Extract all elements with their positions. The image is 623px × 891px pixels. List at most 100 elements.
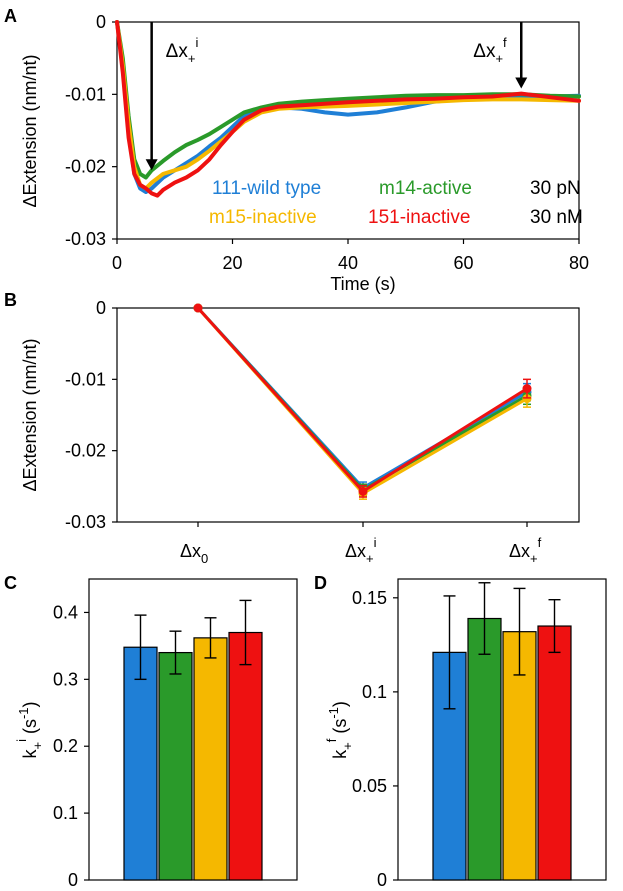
panel-b-x-tick-sub: 0 xyxy=(201,551,208,566)
arrow-label-main: Δx xyxy=(473,41,496,62)
panel-a-series-151-inactive xyxy=(115,20,581,198)
arrow-label-sub: + xyxy=(188,51,196,66)
panel-b-x-ticks: Δx0 Δx+i Δx+f xyxy=(180,522,542,566)
panel-label-a: A xyxy=(4,6,17,26)
panel-d-y-label-sub: + xyxy=(340,742,355,750)
panel-c-y-tick-label: 0.2 xyxy=(53,736,78,756)
arrow-label-x-i: Δx+i xyxy=(166,35,199,66)
legend-m15-inactive: m15-inactive xyxy=(209,207,317,228)
panel-d-y-tick-label: 0.05 xyxy=(352,776,387,796)
panel-c-y-label-unit-close: ) xyxy=(20,701,40,707)
panel-b-x-tick-sub: + xyxy=(366,551,374,566)
panel-b-line-m15-inactive xyxy=(196,307,528,496)
panel-b-y-tick-label: -0.02 xyxy=(65,441,106,461)
condition-force: 30 pN xyxy=(530,178,581,199)
panel-a-x-tick-label: 80 xyxy=(569,253,589,273)
panel-b-x-tick-main: Δx xyxy=(180,541,201,561)
panel-a-y-label: ΔExtension (nm/nt) xyxy=(20,54,40,207)
panel-c-bar-m14-active xyxy=(158,651,193,881)
panel-a-time-trace: 0-0.01-0.02-0.03 0 20 40 60 80 Δx+i Δx+f Time… xyxy=(20,12,589,294)
panel-c-y-tick-label: 0.1 xyxy=(53,803,78,823)
panel-d-y-tick-label: 0 xyxy=(377,870,387,890)
panel-a-y-tick-label: -0.02 xyxy=(65,157,106,177)
panel-b-x-tick-label-x0: Δx0 xyxy=(180,541,208,566)
panel-b-y-tick-label: -0.03 xyxy=(65,512,106,532)
panel-c-bar-m15-inactive xyxy=(193,637,228,881)
panel-label-b: B xyxy=(4,290,17,310)
panel-b-series-m15-inactive xyxy=(193,303,532,500)
arrow-x-i-head xyxy=(145,159,158,171)
arrow-label-x-f: Δx+f xyxy=(473,35,507,66)
panel-b-y-tick-label: 0 xyxy=(96,298,106,318)
arrow-label-sup: f xyxy=(503,35,507,50)
panel-a-x-label: Time (s) xyxy=(330,274,395,294)
panel-d-y-label-main: k xyxy=(330,749,350,759)
panel-b-point xyxy=(358,486,368,496)
condition-concentration: 30 nM xyxy=(530,207,583,228)
panel-b-series-151-inactive xyxy=(193,303,532,498)
panel-a-arrows: Δx+i Δx+f xyxy=(145,22,528,171)
panel-b-line-m14-active xyxy=(196,306,528,492)
arrow-label-main: Δx xyxy=(166,41,189,62)
panel-b-x-tick-main: Δx xyxy=(509,541,530,561)
panel-d-bars: 0 0.05 0.1 0.15 k+f (s-1) xyxy=(324,578,607,890)
panel-a-y-ticks: 0 -0.01 -0.02 -0.03 xyxy=(65,12,117,249)
panel-c-y-label-unit: (s xyxy=(20,719,40,739)
panel-d-y-label: k+f (s-1) xyxy=(324,701,355,759)
panel-d-y-tick-label: 0.15 xyxy=(352,588,387,608)
panel-d-frame xyxy=(397,578,607,881)
panel-c-frame xyxy=(88,578,298,881)
panel-b-y-label: ΔExtension (nm/nt) xyxy=(20,338,40,491)
legend-m14-active: m14-active xyxy=(379,178,472,199)
arrow-label-sup: i xyxy=(195,35,198,50)
panel-a-series-m14-active xyxy=(115,20,581,180)
panel-b-series xyxy=(193,303,532,500)
panel-a-x-tick-label: 0 xyxy=(112,253,122,273)
panel-a-y-tick-label: -0.01 xyxy=(65,84,106,104)
panel-c-y-label-sub: + xyxy=(30,742,45,750)
panel-c-y-label: k+i (s-1) xyxy=(14,701,45,758)
arrow-label-sub: + xyxy=(495,51,503,66)
panel-b-series-111-wild-type xyxy=(193,303,532,495)
panel-b-x-tick-label-x-i: Δx+i xyxy=(345,535,377,566)
panel-b-x-tick-main: Δx xyxy=(345,541,366,561)
panel-c-y-label-sup: i xyxy=(14,739,29,742)
panel-a-x-ticks: 0 20 40 60 80 xyxy=(112,239,589,273)
panel-label-d: D xyxy=(314,573,327,593)
panel-b-x-tick-sub: + xyxy=(530,551,538,566)
panel-d-y-label-unit-close: ) xyxy=(330,701,350,707)
legend-111-wild-type: 111-wild type xyxy=(212,178,321,199)
panel-c-y-label-unit-sup: -1 xyxy=(16,707,31,719)
panel-d-bar-151-inactive xyxy=(537,625,572,881)
panel-b-line-111-wild-type xyxy=(196,306,528,490)
arrow-x-f-head xyxy=(515,77,528,89)
panel-a-x-tick-label: 40 xyxy=(338,253,358,273)
panel-a-y-tick-label: 0 xyxy=(96,12,106,32)
panel-b-x-tick-sup: f xyxy=(538,535,542,550)
panel-d-y-label-unit-sup: -1 xyxy=(326,707,341,719)
legend-151-inactive: 151-inactive xyxy=(368,207,470,228)
panel-d-series xyxy=(432,582,572,881)
panel-d-y-ticks: 0 0.05 0.1 0.15 xyxy=(352,588,398,890)
panel-c-y-tick-label: 0 xyxy=(68,870,78,890)
panel-d-bar-m14-active xyxy=(467,617,502,881)
panel-c-bars: 0 0.1 0.2 0.3 0.4 k+i (s-1) xyxy=(14,578,298,890)
panel-d-y-tick-label: 0.1 xyxy=(362,682,387,702)
panel-b-point xyxy=(193,303,203,313)
panel-b-frame xyxy=(116,307,580,523)
panel-b-y-tick-label: -0.01 xyxy=(65,369,106,389)
panel-b-x-tick-sup: i xyxy=(374,535,377,550)
panel-b-point xyxy=(522,384,532,394)
panel-c-bar-151-inactive xyxy=(228,631,263,881)
panel-b-series-m14-active xyxy=(193,303,532,497)
panel-a-y-tick-label: -0.03 xyxy=(65,229,106,249)
panel-a-x-tick-label: 60 xyxy=(453,253,473,273)
panel-c-bar-111-wild-type xyxy=(123,646,158,881)
panel-label-c: C xyxy=(4,573,17,593)
panel-d-y-label-unit: (s xyxy=(330,719,350,739)
panel-c-series xyxy=(123,599,263,881)
panel-d-y-label-sup: f xyxy=(324,738,339,742)
panel-c-y-tick-label: 0.3 xyxy=(53,669,78,689)
panel-a-series xyxy=(115,20,581,198)
